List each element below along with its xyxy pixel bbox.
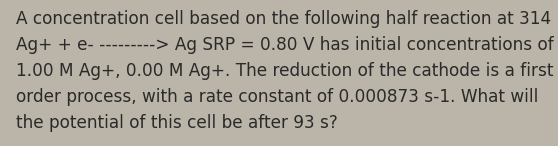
- Text: Ag+ + e- ---------> Ag SRP = 0.80 V has initial concentrations of: Ag+ + e- ---------> Ag SRP = 0.80 V has …: [16, 36, 554, 54]
- Text: the potential of this cell be after 93 s?: the potential of this cell be after 93 s…: [16, 114, 338, 132]
- Text: 1.00 M Ag+, 0.00 M Ag+. The reduction of the cathode is a first: 1.00 M Ag+, 0.00 M Ag+. The reduction of…: [16, 62, 553, 80]
- Text: order process, with a rate constant of 0.000873 s-1. What will: order process, with a rate constant of 0…: [16, 88, 538, 106]
- Text: A concentration cell based on the following half reaction at 314 K: A concentration cell based on the follow…: [16, 10, 558, 28]
